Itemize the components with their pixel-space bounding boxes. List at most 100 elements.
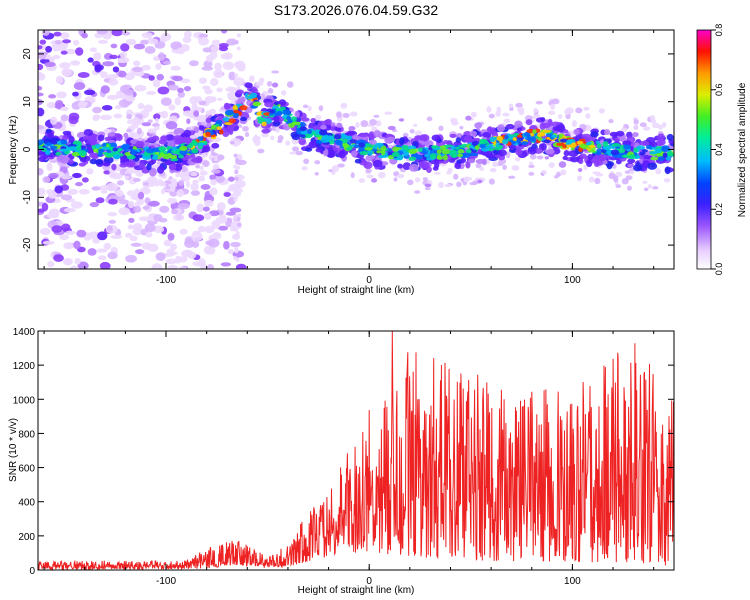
heatmap-cell: [257, 148, 265, 154]
heatmap-cell: [365, 143, 372, 148]
heatmap-cell: [649, 151, 658, 155]
heatmap-cell: [202, 47, 212, 53]
heatmap-cell: [229, 207, 242, 213]
heatmap-cell: [39, 227, 51, 235]
heatmap-cell: [438, 125, 444, 132]
heatmap-cell: [177, 87, 184, 93]
heatmap-cell: [138, 216, 151, 222]
heatmap-cell: [606, 161, 613, 170]
heatmap-cell: [234, 227, 239, 232]
heatmap-cell: [68, 135, 75, 144]
heatmap-cell: [453, 173, 459, 180]
heatmap-cell: [227, 249, 234, 255]
heatmap-cell: [486, 106, 492, 113]
heatmap-cell: [594, 177, 601, 185]
heatmap-cell: [414, 177, 421, 183]
heatmap-cell: [77, 100, 87, 109]
heatmap-cell: [608, 119, 614, 124]
heatmap-cell: [234, 176, 239, 181]
heatmap-cell: [450, 145, 456, 150]
heatmap-cell: [367, 149, 373, 155]
heatmap-cell: [467, 158, 476, 164]
heatmap-cell: [577, 167, 583, 173]
heatmap-cell: [556, 172, 561, 177]
heatmap-cell: [358, 178, 366, 183]
heatmap-cell: [474, 122, 483, 129]
heatmap-cell: [126, 128, 132, 133]
heatmap-cell: [148, 75, 155, 81]
heatmap-cell: [642, 180, 648, 184]
heatmap-cell: [633, 147, 639, 154]
heatmap-cell: [106, 74, 119, 80]
heatmap-cell: [514, 120, 523, 128]
heatmap-cell: [132, 117, 140, 123]
heatmap-cell: [179, 150, 189, 155]
heatmap-cell: [172, 75, 183, 82]
heatmap-cell: [79, 158, 87, 163]
heatmap-cell: [542, 129, 552, 133]
heatmap-cell: [77, 72, 90, 78]
heatmap-cell: [183, 85, 192, 92]
heatmap-cell: [234, 73, 239, 78]
heatmap-cell: [537, 132, 543, 138]
heatmap-cell: [134, 201, 142, 207]
heatmap-cell: [359, 151, 369, 156]
heatmap-cell: [82, 135, 93, 140]
heatmap-cell: [115, 90, 123, 99]
heatmap-cell: [295, 150, 304, 156]
heatmap-cell: [248, 75, 255, 82]
heatmap-cell: [91, 145, 97, 150]
heatmap-cell: [170, 65, 182, 71]
heatmap-cell: [583, 106, 590, 111]
heatmap-cell: [436, 155, 444, 160]
heatmap-cell: [408, 148, 417, 155]
heatmap-cell: [230, 220, 243, 230]
heatmap-cell: [541, 170, 547, 175]
heatmap-cell: [38, 92, 44, 97]
heatmap-cell: [160, 97, 172, 106]
heatmap-cell: [73, 240, 81, 250]
heatmap-cell: [633, 164, 643, 172]
heatmap-cell: [410, 154, 416, 158]
heatmap-cell: [540, 142, 547, 151]
heatmap-cell: [91, 186, 101, 191]
heatmap-cell: [125, 254, 137, 263]
heatmap-cell: [485, 153, 496, 159]
heatmap-cell: [102, 161, 111, 167]
heatmap-cell: [599, 154, 607, 162]
heatmap-cell: [511, 165, 520, 171]
heatmap-cell: [266, 80, 273, 87]
heatmap-cell: [393, 177, 398, 182]
heatmap-cell: [414, 135, 421, 140]
heatmap-cell: [234, 40, 239, 45]
heatmap-cell: [68, 116, 79, 125]
heatmap-cell: [387, 125, 396, 131]
heatmap-cell: [236, 46, 241, 51]
heatmap-cell: [301, 166, 308, 171]
heatmap-cell: [520, 141, 529, 146]
heatmap-cell: [70, 265, 78, 269]
heatmap-cell: [668, 153, 674, 157]
heatmap-cell: [63, 242, 74, 250]
heatmap-cell: [596, 142, 602, 149]
heatmap-cell: [558, 161, 567, 168]
heatmap-cell: [152, 79, 161, 88]
heatmap-cell: [318, 105, 324, 112]
heatmap-cell: [386, 136, 396, 143]
heatmap-cell: [190, 158, 201, 163]
heatmap-cell: [97, 39, 109, 44]
heatmap-cell: [278, 99, 287, 106]
heatmap-cell: [657, 124, 664, 130]
heatmap-cell: [169, 190, 178, 197]
heatmap-cell: [199, 170, 208, 176]
heatmap-cell: [664, 166, 671, 175]
heatmap-cell: [564, 108, 571, 116]
heatmap-cell: [663, 178, 671, 183]
snr-ytick-label: 600: [18, 464, 35, 475]
heatmap-cell: [140, 39, 150, 45]
heatmap-cell: [426, 116, 433, 122]
heatmap-cell: [70, 60, 81, 66]
heatmap-cell: [310, 117, 317, 123]
heatmap-cell: [213, 158, 218, 162]
heatmap-cell: [578, 158, 584, 165]
